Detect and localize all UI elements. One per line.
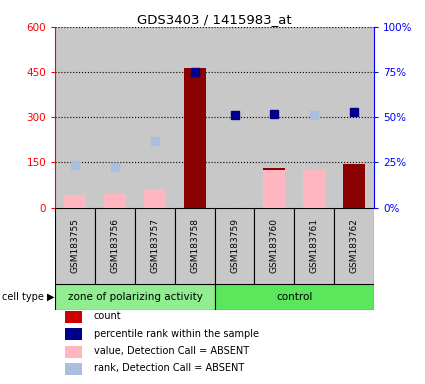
Bar [264, 169, 285, 207]
Bar [175, 27, 215, 207]
Text: GSM183762: GSM183762 [350, 218, 359, 273]
Text: GSM183755: GSM183755 [71, 218, 79, 273]
Bar [95, 27, 135, 207]
Bar [64, 195, 86, 207]
Bar [135, 27, 175, 207]
Bar [184, 68, 206, 207]
Text: percentile rank within the sample: percentile rank within the sample [94, 329, 258, 339]
Bar [55, 284, 215, 310]
Bar [343, 164, 365, 207]
Text: value, Detection Call = ABSENT: value, Detection Call = ABSENT [94, 346, 249, 356]
Text: control: control [276, 292, 312, 302]
Bar [135, 207, 175, 284]
Bar [255, 207, 294, 284]
Text: rank, Detection Call = ABSENT: rank, Detection Call = ABSENT [94, 363, 244, 373]
Bar [65, 363, 82, 375]
Text: GSM183758: GSM183758 [190, 218, 199, 273]
Bar [144, 189, 166, 207]
Bar [303, 170, 325, 207]
Bar [55, 207, 95, 284]
Bar [294, 207, 334, 284]
Bar [215, 284, 374, 310]
Text: GSM183756: GSM183756 [110, 218, 119, 273]
Title: GDS3403 / 1415983_at: GDS3403 / 1415983_at [137, 13, 292, 26]
Text: zone of polarizing activity: zone of polarizing activity [68, 292, 202, 302]
Text: GSM183760: GSM183760 [270, 218, 279, 273]
Bar [104, 194, 126, 207]
Text: GSM183761: GSM183761 [310, 218, 319, 273]
Text: GSM183759: GSM183759 [230, 218, 239, 273]
Bar [215, 207, 255, 284]
Bar [334, 27, 374, 207]
Bar [334, 207, 374, 284]
Bar [294, 27, 334, 207]
Text: count: count [94, 311, 121, 321]
Bar [175, 207, 215, 284]
Bar [215, 27, 255, 207]
Text: cell type ▶: cell type ▶ [2, 292, 54, 302]
Bar [55, 27, 95, 207]
Text: GSM183757: GSM183757 [150, 218, 159, 273]
Bar [65, 311, 82, 323]
Bar [264, 170, 285, 207]
Bar [65, 328, 82, 340]
Bar [65, 346, 82, 358]
Bar [95, 207, 135, 284]
Bar [255, 27, 294, 207]
